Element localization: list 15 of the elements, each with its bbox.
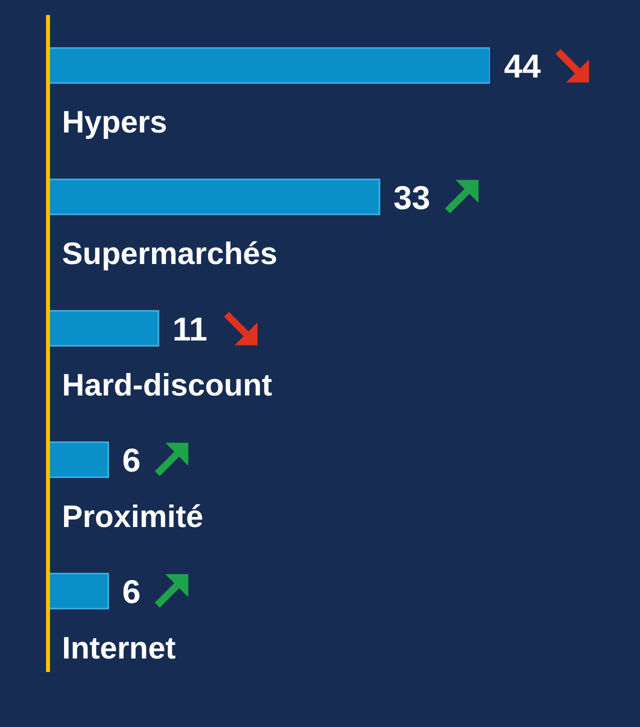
y-tick-label: Proximité <box>62 498 204 534</box>
data-label: 33 <box>394 178 430 216</box>
y-tick-label: Hypers <box>62 104 168 140</box>
bar <box>48 178 380 216</box>
bar <box>48 441 110 478</box>
bar <box>48 310 160 347</box>
data-label: 6 <box>122 442 141 479</box>
y-tick-label: Internet <box>62 630 176 666</box>
data-label: 6 <box>122 573 141 610</box>
data-label: 44 <box>504 48 542 84</box>
y-tick-label: Hard-discount <box>62 368 272 402</box>
data-label: 11 <box>172 310 208 348</box>
bar <box>48 47 490 84</box>
bar <box>48 572 110 610</box>
y-tick-label: Supermarchés <box>62 236 278 272</box>
